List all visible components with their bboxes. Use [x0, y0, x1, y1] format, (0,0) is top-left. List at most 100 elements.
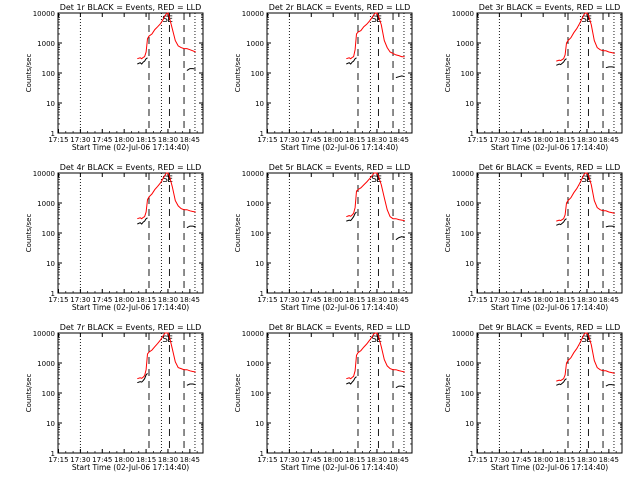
- x-tick-label: 18:15: [345, 136, 365, 144]
- x-tick-label: 17:30: [70, 136, 90, 144]
- x-tick-label: 17:30: [489, 136, 509, 144]
- x-tick-label: 18:45: [599, 296, 619, 304]
- x-tick-label: 17:15: [467, 136, 487, 144]
- series-events-line: [346, 376, 405, 389]
- y-axis-label: Counts/sec: [444, 54, 452, 93]
- plot-frame: [476, 332, 623, 454]
- y-tick-label: 10000: [33, 170, 55, 178]
- y-tick-label: 1: [260, 130, 264, 138]
- x-tick-label: 18:15: [345, 456, 365, 464]
- y-tick-label: 1000: [456, 360, 474, 368]
- y-tick-label: 1: [470, 450, 474, 458]
- y-tick-label: 1000: [37, 360, 55, 368]
- y-tick-label: 1000: [37, 40, 55, 48]
- x-tick-label: 17:45: [511, 296, 531, 304]
- series-events-line: [137, 373, 196, 386]
- x-tick-label: 18:45: [180, 456, 200, 464]
- y-tick-label: 100: [461, 230, 474, 238]
- annotation-s: S: [581, 335, 587, 345]
- x-tick-label: 17:30: [279, 136, 299, 144]
- y-tick-label: 1000: [246, 200, 264, 208]
- x-axis-label: Start Time (02-Jul-06 17:14:40): [491, 143, 608, 152]
- x-tick-label: 18:45: [389, 136, 409, 144]
- panel-8: Det 8r BLACK = Events, RED = LLD 1 10 100 10…: [234, 323, 413, 472]
- series-events-line: [137, 57, 196, 72]
- x-tick-label: 17:30: [70, 456, 90, 464]
- y-tick-label: 10: [46, 420, 55, 428]
- x-tick-label: 18:30: [577, 456, 597, 464]
- x-tick-label: 18:45: [599, 456, 619, 464]
- x-tick-label: 18:15: [555, 296, 575, 304]
- y-tick-label: 10: [465, 420, 474, 428]
- x-tick-label: 17:45: [511, 456, 531, 464]
- x-tick-label: 18:00: [533, 456, 553, 464]
- x-tick-label: 18:45: [180, 136, 200, 144]
- x-axis-label: Start Time (02-Jul-06 17:14:40): [281, 463, 398, 472]
- y-axis-label: Counts/sec: [444, 214, 452, 253]
- panel-3: Det 3r BLACK = Events, RED = LLD 1 10 100 10…: [444, 3, 623, 152]
- y-tick-label: 10000: [242, 170, 264, 178]
- y-tick-label: 100: [461, 70, 474, 78]
- y-axis-label: Counts/sec: [25, 54, 33, 93]
- x-tick-label: 17:45: [511, 136, 531, 144]
- x-tick-label: 17:15: [257, 296, 277, 304]
- panel-9: Det 9r BLACK = Events, RED = LLD 1 10 100 10…: [444, 323, 623, 472]
- x-axis-label: Start Time (02-Jul-06 17:14:40): [491, 463, 608, 472]
- y-tick-label: 10: [465, 100, 474, 108]
- panel-1: Det 1r BLACK = Events, RED = LLD 1 10 100 10…: [25, 3, 204, 152]
- annotation-e: E: [586, 335, 592, 345]
- y-tick-label: 100: [42, 70, 55, 78]
- x-tick-label: 18:15: [136, 136, 156, 144]
- series-lld-line: [346, 172, 405, 222]
- x-tick-label: 18:30: [367, 456, 387, 464]
- x-tick-label: 17:30: [279, 296, 299, 304]
- x-tick-label: 17:30: [279, 456, 299, 464]
- y-tick-label: 10: [255, 260, 264, 268]
- panel-title: Det 9r BLACK = Events, RED = LLD: [479, 323, 621, 332]
- x-tick-label: 17:45: [92, 296, 112, 304]
- x-tick-label: 17:30: [489, 456, 509, 464]
- x-tick-label: 18:15: [136, 296, 156, 304]
- annotation-s: S: [581, 175, 587, 185]
- plot-frame: [57, 332, 204, 454]
- panel-title: Det 5r BLACK = Events, RED = LLD: [269, 163, 411, 172]
- panel-title: Det 4r BLACK = Events, RED = LLD: [60, 163, 202, 172]
- x-axis-label: Start Time (02-Jul-06 17:14:40): [281, 143, 398, 152]
- series-lld-line: [137, 172, 196, 220]
- y-tick-label: 1: [51, 290, 55, 298]
- plot-frame: [57, 12, 204, 134]
- x-tick-label: 17:15: [48, 296, 68, 304]
- x-tick-label: 18:00: [533, 296, 553, 304]
- x-tick-label: 17:30: [70, 296, 90, 304]
- x-tick-label: 18:45: [599, 136, 619, 144]
- x-tick-label: 18:00: [114, 456, 134, 464]
- y-tick-label: 1: [51, 130, 55, 138]
- x-tick-label: 18:45: [389, 296, 409, 304]
- series-events-line: [137, 217, 196, 229]
- x-tick-label: 17:15: [257, 136, 277, 144]
- x-tick-label: 18:00: [114, 136, 134, 144]
- x-tick-label: 18:00: [323, 456, 343, 464]
- plot-frame: [266, 12, 413, 134]
- annotation-s: S: [371, 335, 377, 345]
- series-events-line: [346, 211, 405, 241]
- y-axis-label: Counts/sec: [234, 374, 242, 413]
- series-lld-line: [556, 172, 615, 222]
- x-tick-label: 17:15: [467, 296, 487, 304]
- x-axis-label: Start Time (02-Jul-06 17:14:40): [72, 463, 189, 472]
- y-tick-label: 1000: [456, 40, 474, 48]
- series-lld-line: [556, 12, 615, 62]
- y-tick-label: 10: [255, 100, 264, 108]
- y-tick-label: 1000: [37, 200, 55, 208]
- series-events-line: [556, 218, 615, 228]
- plot-frame: [476, 172, 623, 294]
- series-lld-line: [556, 332, 615, 382]
- x-tick-label: 18:00: [114, 296, 134, 304]
- y-axis-label: Counts/sec: [25, 374, 33, 413]
- panel-title: Det 2r BLACK = Events, RED = LLD: [269, 3, 411, 12]
- x-tick-label: 18:30: [158, 136, 178, 144]
- y-tick-label: 1000: [246, 360, 264, 368]
- panel-title: Det 6r BLACK = Events, RED = LLD: [479, 163, 621, 172]
- y-tick-label: 10000: [33, 10, 55, 18]
